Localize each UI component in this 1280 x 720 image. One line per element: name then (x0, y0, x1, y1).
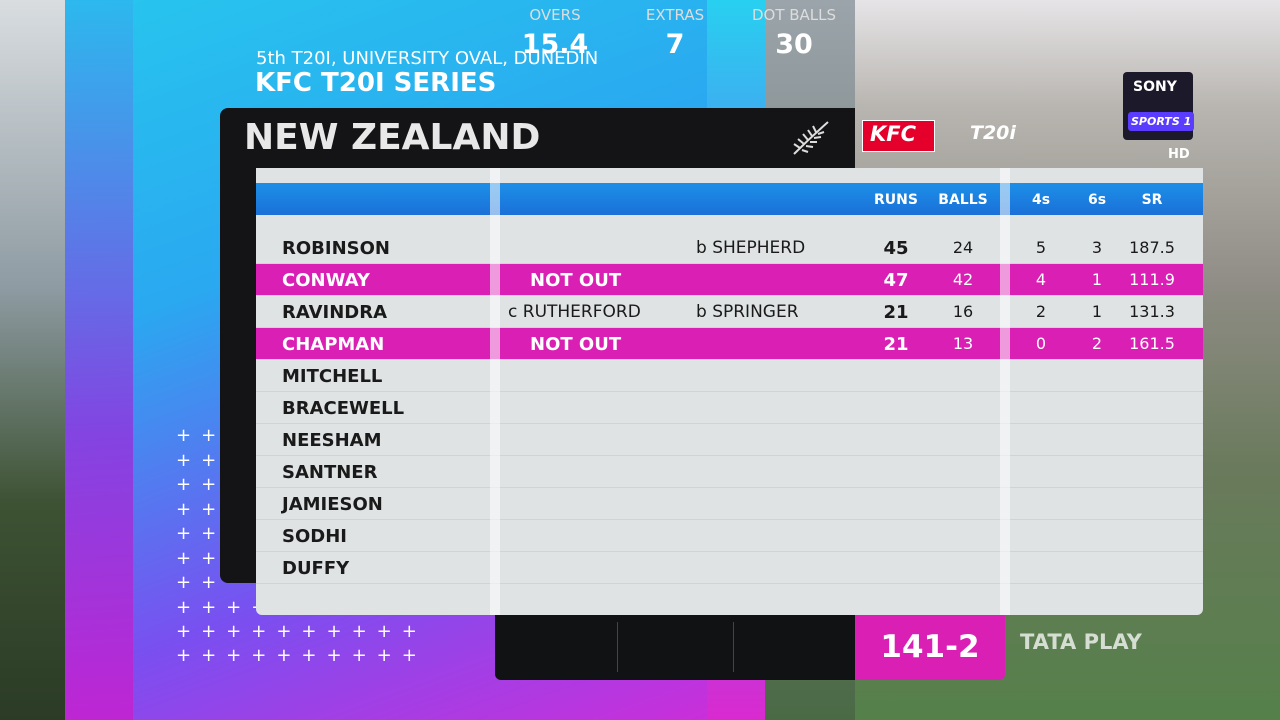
channel-name: SONY (1133, 79, 1177, 95)
extras-value: 7 (665, 29, 685, 60)
player-name: CONWAY (282, 270, 370, 291)
hd-badge: HD (1168, 147, 1190, 162)
stat-balls: 13 (952, 334, 974, 353)
column-divider (490, 168, 500, 615)
stat-sixes: 2 (1091, 334, 1103, 353)
dots-label: DOT BALLS (751, 6, 837, 24)
player-row: ROBINSON b SHEPHERD 45 24 5 3 187.5 (256, 232, 1203, 264)
stat-runs: 45 (883, 238, 909, 259)
summary-bar (495, 615, 855, 680)
background-photo (0, 0, 65, 720)
stat-sr: 161.5 (1129, 334, 1175, 353)
column-header: SR (1141, 192, 1163, 208)
subtitle: 5th T20I, UNIVERSITY OVAL, DUNEDIN (256, 48, 599, 69)
player-name: CHAPMAN (282, 334, 385, 355)
player-row: SODHI (256, 520, 1203, 552)
player-name: ROBINSON (282, 238, 390, 259)
player-row: CHAPMAN NOT OUT 21 13 0 2 161.5 (256, 328, 1203, 360)
panel-side (220, 168, 256, 583)
sponsor-text: KFC (870, 122, 917, 146)
stripe (65, 0, 133, 720)
channel-sub: SPORTS 1 (1128, 112, 1195, 131)
divider (617, 622, 618, 672)
stat-balls: 16 (952, 302, 974, 321)
stat-fours: 4 (1035, 270, 1047, 289)
dismissal: NOT OUT (530, 334, 622, 355)
stat-runs: 47 (883, 270, 909, 291)
fern-logo (793, 121, 829, 155)
dots-value: 30 (775, 29, 813, 60)
player-name: DUFFY (282, 558, 350, 579)
dismissal: NOT OUT (530, 270, 622, 291)
team-header (220, 108, 855, 168)
stat-fours: 5 (1035, 238, 1047, 257)
player-row: DUFFY (256, 552, 1203, 584)
score-box (855, 615, 1005, 680)
title: KFC T20I SERIES (255, 68, 497, 98)
provider-logo: TATA PLAY (1020, 630, 1142, 654)
stat-sr: 187.5 (1129, 238, 1175, 257)
player-name: MITCHELL (282, 366, 383, 387)
player-row: RAVINDRA c RUTHERFORD b SPRINGER 21 16 2 1 131.… (256, 296, 1203, 328)
column-header: BALLS (938, 192, 988, 208)
player-name: BRACEWELL (282, 398, 405, 419)
stat-sr: 131.3 (1129, 302, 1175, 321)
player-row: BRACEWELL (256, 392, 1203, 424)
player-name: SANTNER (282, 462, 378, 483)
stat-balls: 42 (952, 270, 974, 289)
dismissal: c RUTHERFORD (508, 302, 641, 322)
table-header (256, 183, 1203, 215)
column-divider (1000, 168, 1010, 615)
bowler: b SHEPHERD (696, 238, 806, 258)
stat-fours: 0 (1035, 334, 1047, 353)
player-row: MITCHELL (256, 360, 1203, 392)
stat-balls: 24 (952, 238, 974, 257)
total-score: 141-2 (880, 629, 980, 665)
stat-fours: 2 (1035, 302, 1047, 321)
series-logo: T20i (970, 122, 1016, 144)
player-row: CONWAY NOT OUT 47 42 4 1 111.9 (256, 264, 1203, 296)
player-name: RAVINDRA (282, 302, 387, 323)
decor: ++++++++++ ++++++++++ (176, 621, 427, 666)
team-name: NEW ZEALAND (244, 117, 541, 158)
player-row: NEESHAM (256, 424, 1203, 456)
bowler: b SPRINGER (696, 302, 799, 322)
player-row: JAMIESON (256, 488, 1203, 520)
overs-value: 15.4 (521, 29, 589, 60)
divider (733, 622, 734, 672)
extras-label: EXTRAS (645, 6, 705, 24)
stat-sixes: 1 (1091, 270, 1103, 289)
player-row: SANTNER (256, 456, 1203, 488)
stat-runs: 21 (883, 334, 909, 355)
column-header: 4s (1031, 192, 1051, 208)
player-name: NEESHAM (282, 430, 382, 451)
stat-runs: 21 (883, 302, 909, 323)
sponsor-logo (862, 120, 935, 152)
player-name: SODHI (282, 526, 347, 547)
column-header: 6s (1087, 192, 1107, 208)
stat-sr: 111.9 (1129, 270, 1175, 289)
overs-label: OVERS (529, 6, 581, 24)
stat-sixes: 3 (1091, 238, 1103, 257)
stat-sixes: 1 (1091, 302, 1103, 321)
player-name: JAMIESON (282, 494, 383, 515)
column-header: RUNS (874, 192, 918, 208)
